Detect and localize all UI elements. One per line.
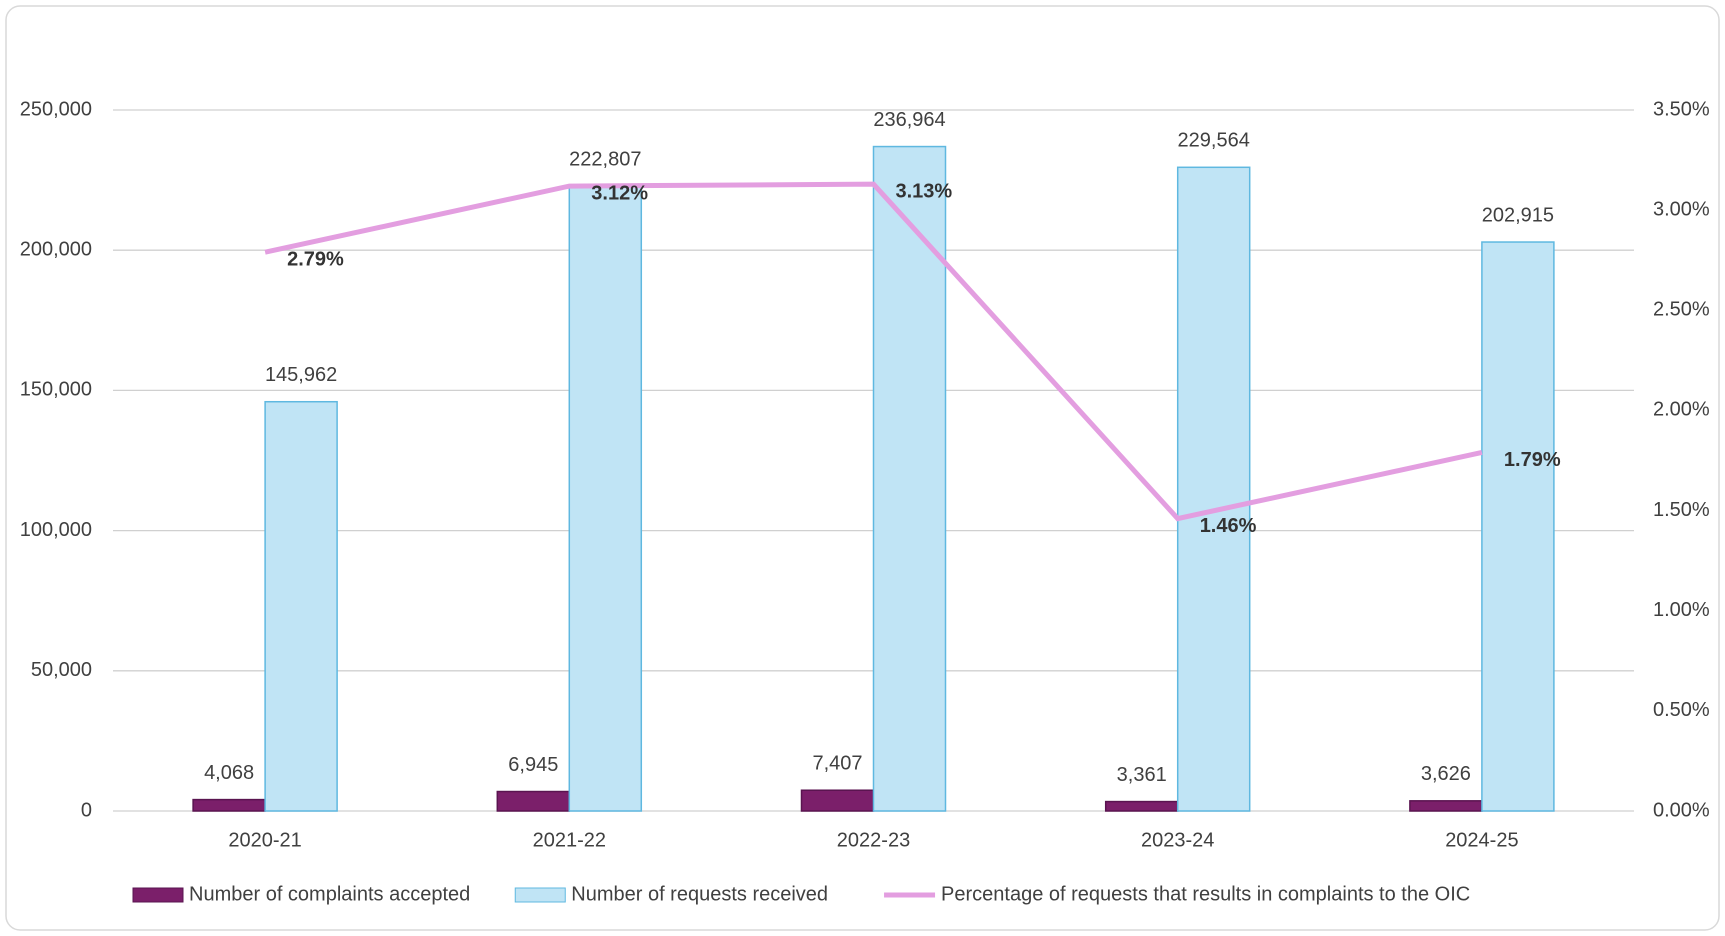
- bar: [1104, 800, 1179, 812]
- bar: [1409, 800, 1483, 812]
- data-label: 1.46%: [1200, 515, 1257, 537]
- data-label: 202,915: [1482, 204, 1554, 226]
- data-label: 1.79%: [1504, 449, 1561, 471]
- x-tick-label: 2022-23: [837, 829, 910, 851]
- data-label: 145,962: [265, 364, 337, 386]
- data-label: 3.12%: [591, 182, 648, 204]
- data-label: 2.79%: [287, 248, 344, 270]
- data-label: 229,564: [1178, 130, 1250, 152]
- data-label: 3,626: [1421, 763, 1471, 785]
- legend-swatch: [514, 887, 566, 903]
- y-tick-label: 150,000: [20, 379, 92, 401]
- chart-frame: [5, 5, 1720, 931]
- y-tick-label: 250,000: [20, 98, 92, 120]
- y2-tick-label: 3.00%: [1653, 198, 1710, 220]
- data-label: 236,964: [873, 109, 945, 131]
- y2-tick-label: 2.00%: [1653, 399, 1710, 421]
- data-label: 222,807: [569, 149, 641, 171]
- y2-tick-label: 1.50%: [1653, 499, 1710, 521]
- data-label: 3.13%: [896, 180, 953, 202]
- bar: [264, 400, 338, 812]
- y-tick-label: 0: [81, 799, 92, 821]
- y-tick-label: 200,000: [20, 238, 92, 260]
- x-tick-label: 2024-25: [1445, 829, 1518, 851]
- bar: [1481, 241, 1555, 812]
- y2-tick-label: 0.00%: [1653, 799, 1710, 821]
- y2-tick-label: 3.50%: [1653, 98, 1710, 120]
- x-tick-label: 2020-21: [228, 829, 301, 851]
- y-tick-label: 100,000: [20, 519, 92, 541]
- bar: [496, 790, 571, 812]
- bar: [800, 789, 875, 812]
- data-label: 6,945: [508, 754, 558, 776]
- x-tick-label: 2021-22: [533, 829, 606, 851]
- bar: [1176, 166, 1251, 812]
- y2-tick-label: 2.50%: [1653, 299, 1710, 321]
- legend-swatch: [132, 887, 184, 903]
- data-label: 4,068: [204, 762, 254, 784]
- bar: [872, 145, 947, 812]
- y2-tick-label: 1.00%: [1653, 599, 1710, 621]
- data-label: 7,407: [812, 753, 862, 775]
- legend-label: Number of requests received: [571, 883, 828, 905]
- bar: [192, 798, 266, 812]
- y-tick-label: 50,000: [31, 659, 92, 681]
- line: [264, 181, 1483, 522]
- bar: [568, 185, 643, 812]
- x-tick-label: 2023-24: [1141, 829, 1214, 851]
- y2-tick-label: 0.50%: [1653, 699, 1710, 721]
- legend-label: Percentage of requests that results in c…: [941, 883, 1470, 905]
- legend-label: Number of complaints accepted: [189, 883, 470, 905]
- data-label: 3,361: [1117, 764, 1167, 786]
